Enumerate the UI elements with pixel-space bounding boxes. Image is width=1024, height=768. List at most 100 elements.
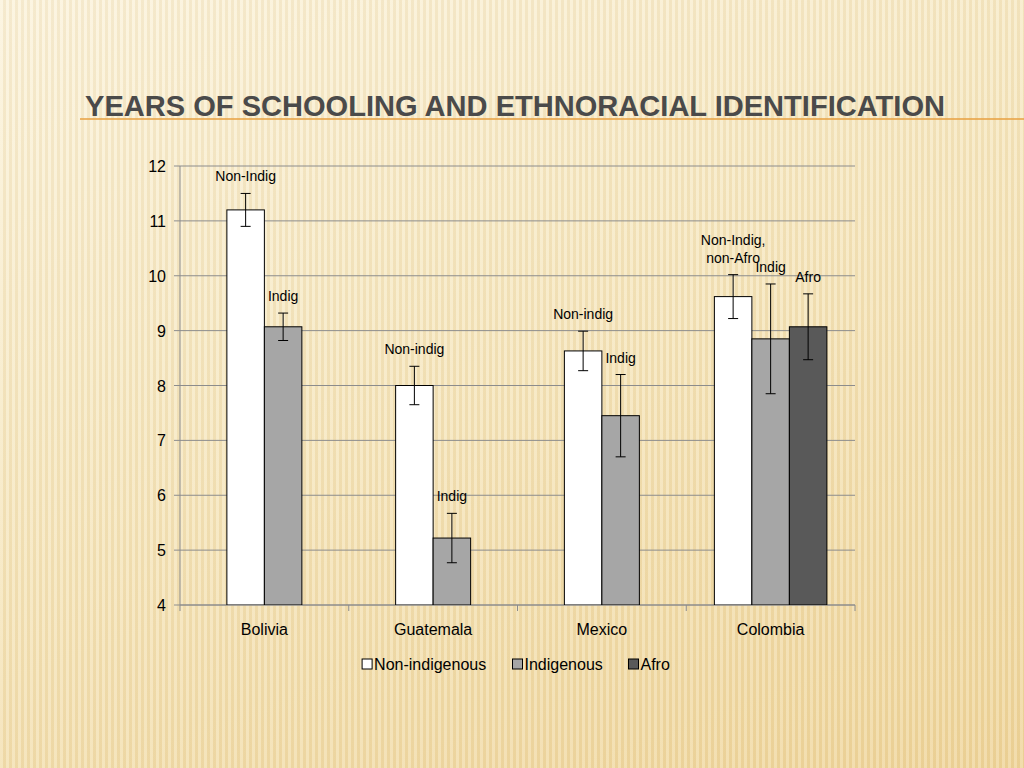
error-line (620, 375, 621, 457)
error-line (583, 331, 584, 371)
error-bar (447, 513, 457, 562)
y-tick-label: 9 (157, 323, 166, 340)
bar-label-line: Indig (605, 350, 635, 366)
bar (396, 386, 434, 606)
y-tick (174, 275, 180, 276)
bar-label: Non-Indig (215, 168, 276, 184)
bar-label: Non-indig (553, 306, 613, 322)
y-axis (180, 166, 181, 605)
error-line (451, 513, 452, 562)
y-tick-label: 6 (157, 487, 166, 504)
error-bar (409, 366, 419, 404)
grid-line (180, 220, 855, 221)
error-bar (728, 275, 738, 319)
error-cap (803, 293, 813, 294)
bar (564, 351, 602, 605)
error-line (414, 366, 415, 404)
error-cap (447, 513, 457, 514)
error-cap (728, 274, 738, 275)
x-tick (855, 605, 856, 611)
bar (789, 327, 827, 605)
legend-swatch (513, 659, 523, 669)
y-tick-label: 10 (148, 268, 166, 285)
bar-label: Indig (755, 259, 785, 275)
bar-label-line: non-Afro (706, 250, 760, 266)
bar-label-line: Non-Indig (215, 168, 276, 184)
y-tick-label: 12 (148, 158, 166, 175)
bar-label: Afro (795, 269, 821, 285)
bar-label-line: Non-indig (384, 341, 444, 357)
x-tick (180, 605, 181, 611)
chart: YEARS OF SCHOOLING AND ETHNORACIAL IDENT… (0, 0, 1024, 768)
y-tick (174, 220, 180, 221)
x-tick-label: Guatemala (394, 621, 472, 638)
y-tick-label: 11 (149, 213, 166, 230)
x-tick (348, 605, 349, 611)
y-tick-label: 7 (157, 432, 166, 449)
y-tick (174, 605, 180, 606)
error-cap (616, 374, 626, 375)
legend-swatch (629, 659, 639, 669)
plot-area (227, 193, 827, 605)
error-line (808, 294, 809, 360)
y-tick (174, 385, 180, 386)
y-tick-label: 5 (157, 542, 166, 559)
error-bar (803, 294, 813, 360)
legend-swatch (362, 659, 372, 669)
error-cap (409, 366, 419, 367)
error-cap (447, 562, 457, 563)
error-cap (616, 456, 626, 457)
x-tick-label: Mexico (577, 621, 628, 638)
bar-label-line: Indig (755, 259, 785, 275)
error-cap (278, 340, 288, 341)
y-tick-label: 4 (157, 597, 166, 614)
error-line (733, 275, 734, 319)
bar-label: Indig (268, 288, 298, 304)
x-tick-label: Colombia (737, 621, 805, 638)
bar-label-line: Indig (437, 488, 467, 504)
error-cap (409, 404, 419, 405)
bar-label-line: Non-indig (553, 306, 613, 322)
error-line (245, 193, 246, 226)
grid-line (180, 166, 855, 167)
legend: Non-indigenous Indigenous Afro (362, 656, 670, 673)
bar-label-line: Indig (268, 288, 298, 304)
y-tick (174, 550, 180, 551)
error-bar (616, 375, 626, 457)
legend-label: Indigenous (525, 656, 603, 673)
error-bar (766, 284, 776, 394)
title-rule (80, 118, 1024, 120)
x-tick (517, 605, 518, 611)
error-cap (278, 313, 288, 314)
error-line (770, 284, 771, 394)
error-cap (766, 283, 776, 284)
y-tick-label: 8 (157, 378, 166, 395)
bar (714, 297, 752, 605)
error-cap (241, 226, 251, 227)
y-tick (174, 440, 180, 441)
y-tick (174, 166, 180, 167)
error-cap (803, 359, 813, 360)
error-cap (578, 331, 588, 332)
bar (227, 210, 265, 605)
bar-label: Indig (605, 350, 635, 366)
x-tick-label: Bolivia (241, 621, 288, 638)
error-bar (578, 331, 588, 371)
y-tick (174, 330, 180, 331)
bar-label: Non-indig (384, 341, 444, 357)
bar-label-line: Non-Indig, (701, 232, 766, 248)
error-cap (241, 193, 251, 194)
error-bar (278, 313, 288, 340)
error-bar (241, 193, 251, 226)
error-cap (578, 370, 588, 371)
error-cap (728, 318, 738, 319)
bar (264, 327, 302, 605)
legend-label: Non-indigenous (374, 656, 486, 673)
legend-label: Afro (641, 656, 670, 673)
bar-label: Indig (437, 488, 467, 504)
error-cap (766, 393, 776, 394)
grid-line (180, 275, 855, 276)
x-tick (686, 605, 687, 611)
bar-labels: Non-Indig Indig Non-indig Indig Non-indig Ind… (215, 168, 821, 504)
bar-label-line: Afro (795, 269, 821, 285)
